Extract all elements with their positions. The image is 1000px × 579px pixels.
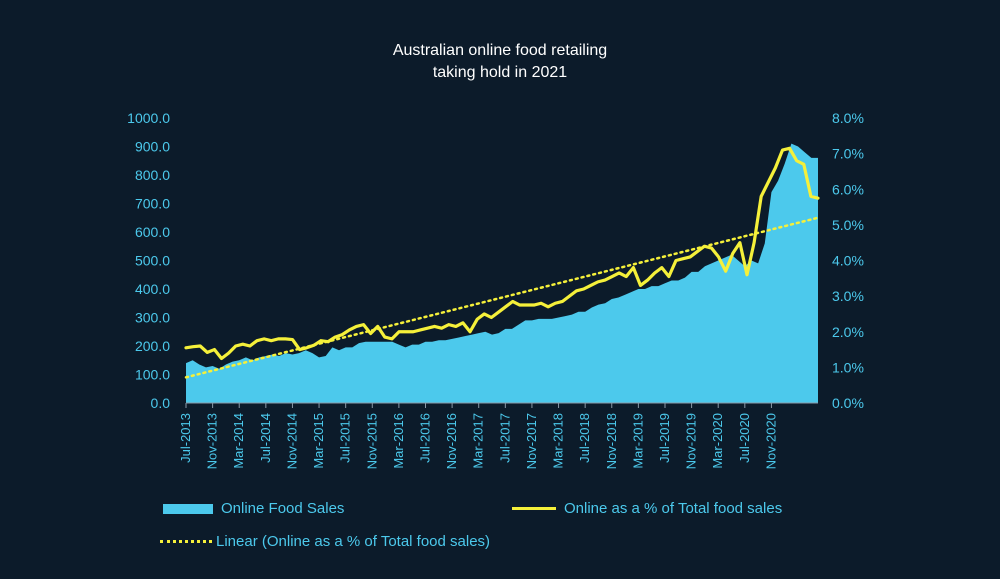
x-tick-label: Jul-2015 [338,413,353,463]
area-online-food-sales [186,143,818,403]
y-right-tick-label: 3.0% [832,288,864,304]
legend-swatch-line [512,507,556,510]
x-tick-label: Jul-2018 [577,413,592,463]
x-tick-label: Mar-2018 [551,413,566,469]
legend-item-linear: Linear (Online as a % of Total food sale… [160,533,490,550]
y-left-tick-label: 600.0 [135,224,170,240]
x-tick-label: Nov-2013 [205,413,220,469]
chart-title-line2: taking hold in 2021 [432,64,568,81]
legend-label-online-percent: Online as a % of Total food sales [564,500,783,517]
legend-label-online-food-sales: Online Food Sales [221,500,345,517]
trendline-group [184,216,820,379]
x-tick-label: Mar-2015 [311,413,326,469]
y-right-tick-label: 1.0% [832,359,864,375]
legend-label-linear: Linear (Online as a % of Total food sale… [216,533,491,550]
y-left-tick-label: 100.0 [135,367,170,383]
legend-item-online-percent: Online as a % of Total food sales [512,500,782,517]
x-tick-label: Mar-2016 [391,413,406,469]
x-tick-label: Jul-2014 [258,413,273,463]
line-series-group [184,146,820,361]
x-tick-label: Nov-2018 [604,413,619,469]
y-left-tick-label: 0.0 [151,395,171,411]
y-right-tick-label: 6.0% [832,181,864,197]
y-right-tick-label: 8.0% [832,110,864,126]
x-tick-label: Mar-2014 [231,413,246,469]
y-left-tick-label: 400.0 [135,281,170,297]
y-right-tick-label: 0.0% [832,395,864,411]
legend-item-online-food-sales: Online Food Sales [163,500,344,517]
y-left-tick-label: 700.0 [135,196,170,212]
x-tick-label: Mar-2017 [471,413,486,469]
x-tick-label: Mar-2020 [710,413,725,469]
y-right-tick-label: 5.0% [832,217,864,233]
y-left-tick-label: 300.0 [135,310,170,326]
right-axis-ticks: 8.0% 7.0% 6.0% 5.0% 4.0% 3.0% 2.0% 1.0% 0.0% [832,110,864,411]
trendline-linear [184,216,820,379]
x-tick-label: Nov-2014 [284,413,299,469]
x-tick-label: Nov-2017 [524,413,539,469]
y-left-tick-label: 800.0 [135,167,170,183]
x-tick-label: Jul-2020 [737,413,752,463]
x-tick-label: Jul-2013 [178,413,193,463]
legend-swatch-area [163,503,213,514]
line-online-percent [184,146,820,361]
y-left-tick-label: 900.0 [135,139,170,155]
y-right-tick-label: 7.0% [832,146,864,162]
chart-title: Australian online food retailing taking … [0,40,1000,84]
y-left-tick-label: 1000.0 [127,110,170,126]
x-axis-ticks: Jul-2013 Nov-2013 Mar-2014 Jul-2014 Nov-2014… [178,403,778,469]
x-tick-label: Nov-2019 [684,413,699,469]
chart-title-line1: Australian online food retailing [392,42,608,59]
x-tick-label: Nov-2020 [763,413,778,469]
x-tick-label: Jul-2017 [497,413,512,463]
y-left-tick-label: 200.0 [135,338,170,354]
area-series-group [186,143,818,403]
x-tick-label: Nov-2016 [444,413,459,469]
y-right-tick-label: 4.0% [832,253,864,269]
x-tick-label: Mar-2019 [630,413,645,469]
y-right-tick-label: 2.0% [832,324,864,340]
x-tick-label: Nov-2015 [364,413,379,469]
y-left-tick-label: 500.0 [135,253,170,269]
x-tick-label: Jul-2019 [657,413,672,463]
legend-swatch-dotted [160,540,212,543]
x-tick-label: Jul-2016 [417,413,432,463]
left-axis-ticks: 1000.0 900.0 800.0 700.0 600.0 500.0 400.0 300.… [127,110,170,411]
